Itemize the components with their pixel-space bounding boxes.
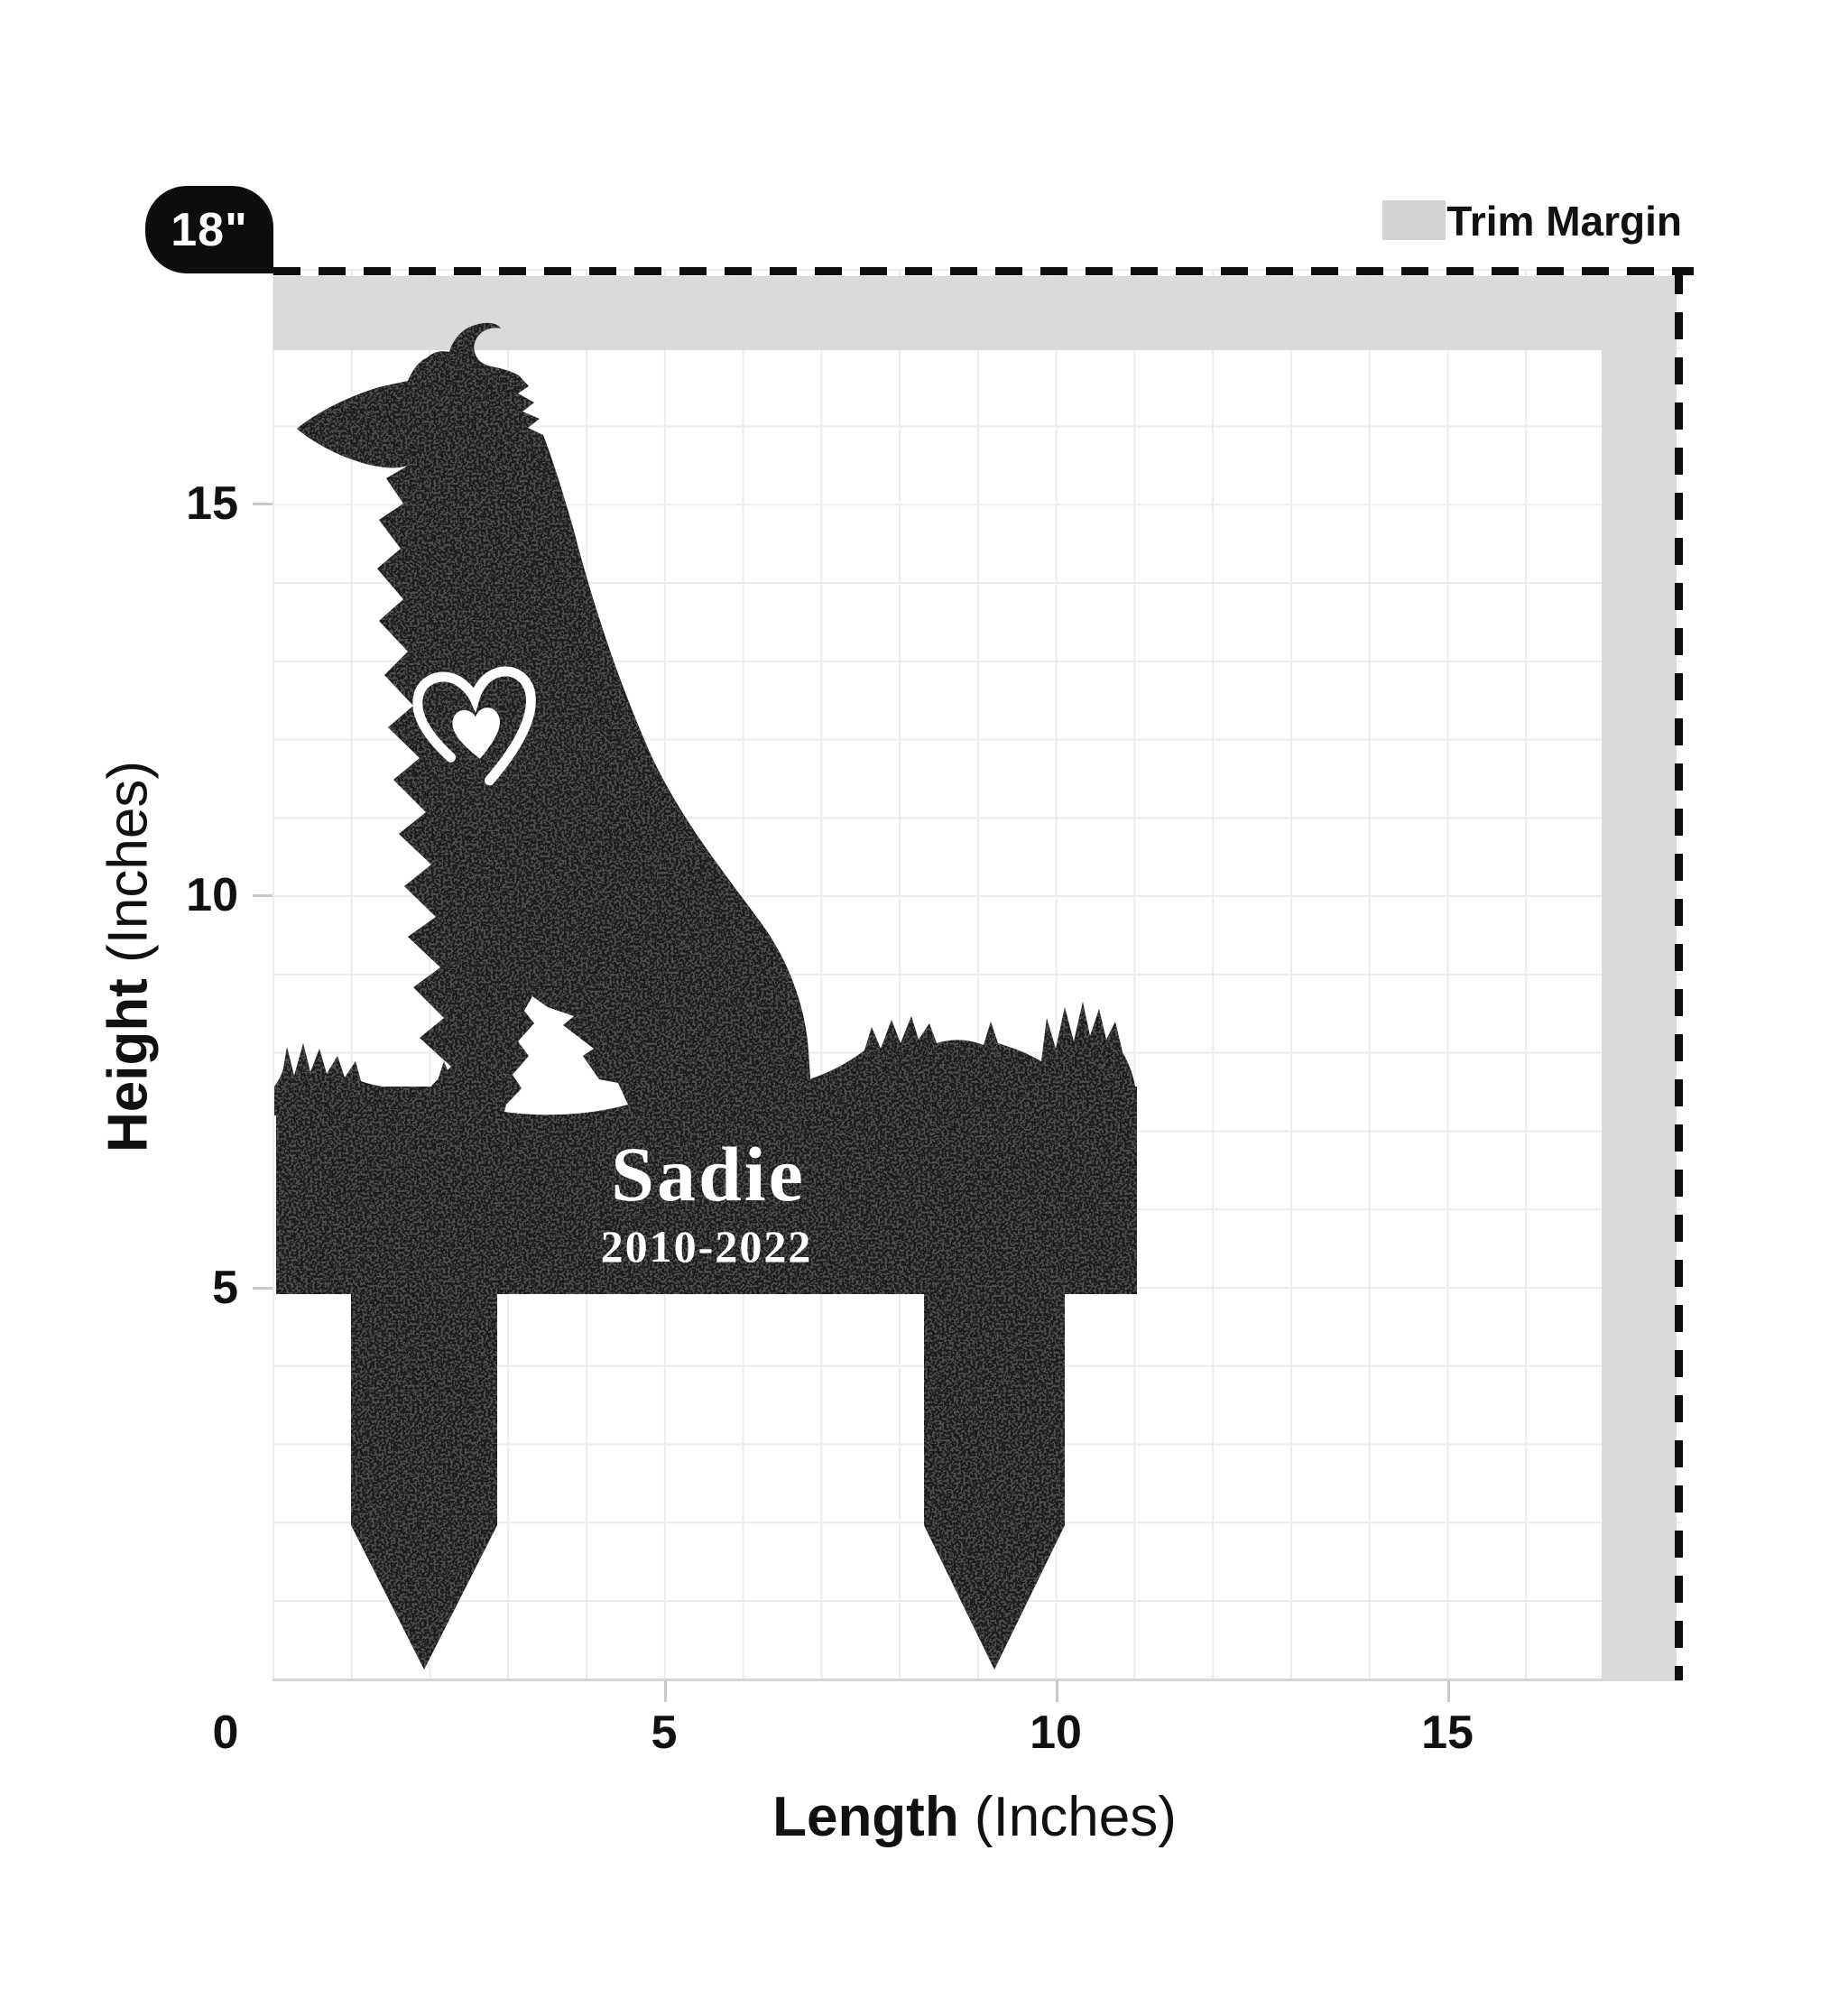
x-axis-title-bold: Length: [772, 1786, 959, 1848]
memorial-stake-graphic: Sadie 2010-2022: [274, 322, 1137, 1670]
y-axis-title-bold: Height: [97, 978, 160, 1153]
y-axis-label-10: 10: [186, 869, 238, 921]
stake-left: [351, 1294, 497, 1670]
x-axis-tick-15: [1447, 1680, 1450, 1702]
y-axis-label-15: 15: [186, 477, 238, 530]
x-axis-tick-10: [1056, 1680, 1058, 1702]
trim-margin-label: Trim Margin: [1446, 198, 1682, 245]
stake-right: [924, 1294, 1065, 1670]
y-axis-label-5: 5: [212, 1262, 238, 1314]
trim-margin-right-strip: [1602, 276, 1677, 1679]
x-axis-label-15: 15: [1421, 1707, 1474, 1759]
trim-margin-swatch: [1382, 200, 1446, 240]
y-axis-tick-5: [253, 1287, 273, 1290]
size-badge-label: 18": [171, 203, 248, 256]
heart-outline: [412, 666, 536, 786]
x-axis-label-5: 5: [651, 1707, 678, 1759]
metal-silhouette: [274, 322, 1137, 1670]
y-axis-title: Height (Inches): [97, 761, 161, 1152]
x-axis-tick-5: [664, 1680, 667, 1702]
dashed-boundary-top: [273, 267, 1694, 275]
leg-gap-cutout: [504, 996, 628, 1115]
x-axis-label-10: 10: [1030, 1707, 1082, 1759]
heart-inner: [452, 708, 500, 759]
x-axis-title: Length (Inches): [772, 1785, 1177, 1849]
size-badge: 18": [145, 186, 273, 273]
y-axis-title-units: (Inches): [97, 760, 160, 979]
y-axis-tick-15: [253, 503, 273, 505]
y-axis-tick-10: [253, 894, 273, 897]
plaque-years-text: 2010-2022: [601, 1221, 813, 1272]
plaque: [276, 1087, 1137, 1294]
dashed-boundary-right: [1675, 267, 1683, 1680]
heart-cutout-icon: [412, 666, 536, 786]
plaque-name-text: Sadie: [611, 1131, 806, 1217]
trim-margin-top-strip: [273, 276, 1677, 350]
x-axis-title-units: (Inches): [958, 1786, 1177, 1848]
dog-silhouette: [297, 322, 811, 1154]
x-axis-label-0: 0: [212, 1707, 239, 1759]
